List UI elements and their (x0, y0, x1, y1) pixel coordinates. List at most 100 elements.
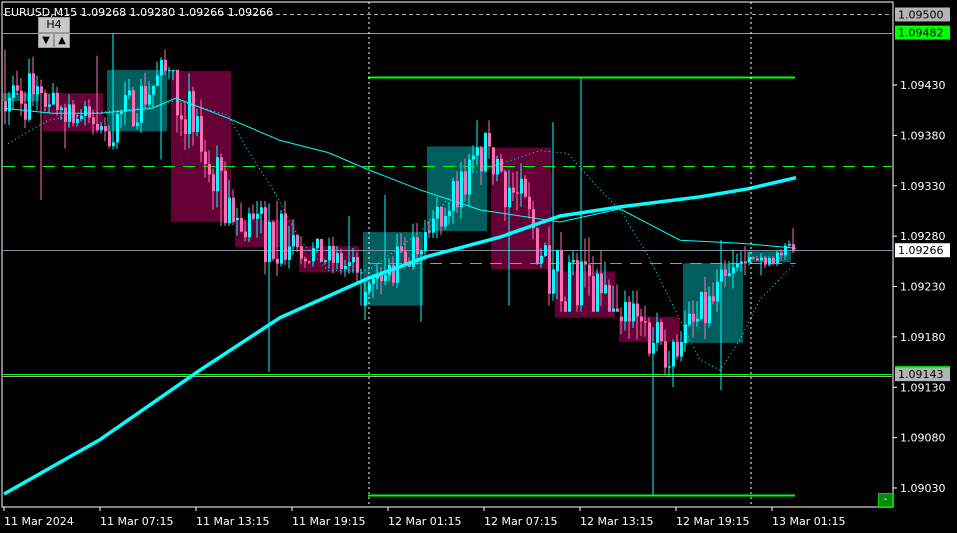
collapse-button[interactable]: - (878, 493, 893, 507)
candle-body (688, 313, 691, 325)
candle-body (16, 85, 19, 91)
candle-body (520, 178, 523, 194)
candle-body (744, 261, 747, 264)
price-tag-label: 1.09143 (898, 368, 944, 381)
candle-body (508, 187, 511, 208)
candle-body (188, 91, 191, 134)
candle-body (532, 209, 535, 229)
y-tick-label: 1.09330 (900, 180, 946, 193)
candle-body (328, 245, 331, 261)
y-tick-label: 1.09430 (900, 79, 946, 92)
candle-body (380, 273, 383, 282)
x-tick-label: 12 Mar 01:15 (388, 515, 461, 528)
candle-body (448, 210, 451, 216)
candle-body (300, 246, 303, 259)
candle-body (124, 95, 127, 112)
candle-body (108, 131, 111, 147)
candle-body (548, 245, 551, 294)
candle-body (308, 261, 311, 263)
candle-body (248, 213, 251, 238)
candle-body (404, 251, 407, 264)
price-tag-label: 1.09500 (898, 8, 944, 21)
candle-body (88, 106, 91, 118)
candle-body (496, 158, 499, 175)
candle-body (196, 116, 199, 132)
price-tag-label: 1.09266 (898, 244, 944, 257)
candle-body (616, 308, 619, 312)
candle-body (452, 181, 455, 211)
candle-body (488, 132, 491, 147)
candle-body (708, 296, 711, 324)
candle-body (468, 159, 471, 195)
candle-body (332, 245, 335, 263)
candle-body (700, 292, 703, 319)
triangle-up-icon[interactable]: ▲ (54, 33, 70, 48)
candle-body (516, 192, 519, 194)
candle-body (528, 196, 531, 210)
candle-body (344, 266, 347, 269)
candle-body (672, 341, 675, 367)
candle-body (504, 171, 507, 208)
candle-body (556, 250, 559, 272)
triangle-down-icon[interactable]: ▼ (38, 33, 54, 48)
candle-body (296, 235, 299, 248)
candle-body (352, 257, 355, 263)
candle-body (676, 341, 679, 357)
candle-body (360, 272, 363, 274)
price-tag-accent (895, 366, 950, 369)
candle-body (220, 157, 223, 171)
candle-body (320, 238, 323, 262)
candle-body (568, 262, 571, 312)
candle-body (460, 171, 463, 208)
candle-body (776, 252, 779, 263)
x-tick-label: 11 Mar 19:15 (292, 515, 365, 528)
candle-body (12, 85, 15, 98)
candle-body (36, 86, 39, 94)
chart-title: EURUSD,M15 1.09268 1.09280 1.09266 1.092… (4, 6, 273, 19)
candle-body (200, 116, 203, 152)
candle-body (444, 215, 447, 227)
candle-body (440, 206, 443, 227)
y-tick-label: 1.09180 (900, 331, 946, 344)
candle-body (336, 253, 339, 263)
x-tick-label: 11 Mar 13:15 (196, 515, 269, 528)
candle-body (704, 292, 707, 324)
candle-body (80, 115, 83, 119)
candle-body (724, 269, 727, 276)
candle-body (164, 59, 167, 71)
candle-body (608, 284, 611, 312)
timeframe-h4-button[interactable]: H4 (38, 17, 70, 33)
candle-body (712, 296, 715, 302)
candle-body (640, 316, 643, 322)
price-tag-bg (895, 243, 950, 258)
price-tags: 1.09500 1.09482 1.09266 1.09143 (895, 7, 950, 382)
candle-body (140, 86, 143, 123)
candle-body (412, 237, 415, 267)
candle-body (524, 178, 527, 197)
candle-body (604, 284, 607, 294)
candle-body (588, 264, 591, 277)
candle-body (148, 94, 151, 105)
candle-body (476, 147, 479, 156)
candle-body (212, 174, 215, 192)
candle-body (492, 147, 495, 175)
candle-body (192, 91, 195, 132)
candle-body (216, 157, 219, 192)
candle-body (160, 59, 163, 76)
candle-body (784, 245, 787, 256)
candle-body (436, 206, 439, 219)
y-tick-label: 1.09030 (900, 482, 946, 495)
candle-body (120, 111, 123, 114)
candle-body (104, 126, 107, 132)
candle-body (252, 213, 255, 219)
candle-body (264, 207, 267, 263)
price-tag-bg (895, 7, 950, 22)
candle-body (396, 246, 399, 283)
x-tick-label: 11 Mar 07:15 (100, 515, 173, 528)
candle-body (24, 103, 27, 120)
candle-body (456, 181, 459, 208)
candle-body (44, 93, 47, 107)
candle-body (648, 322, 651, 354)
candle-body (692, 313, 695, 322)
